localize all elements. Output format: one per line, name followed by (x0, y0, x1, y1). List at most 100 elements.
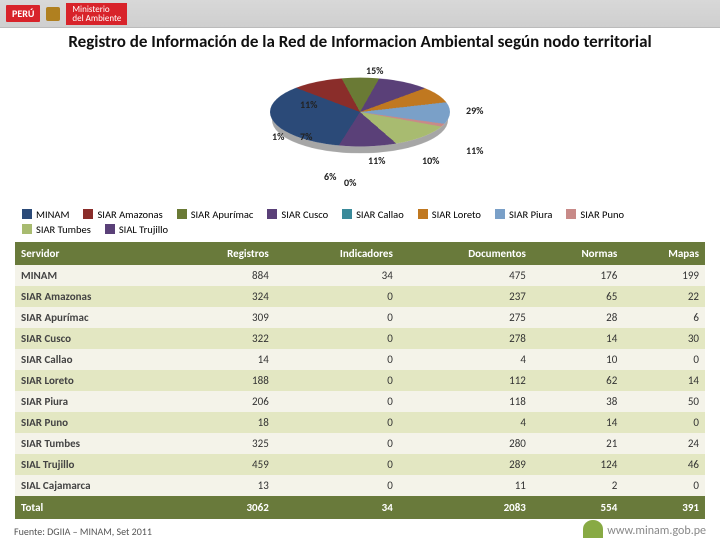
cell: 118 (399, 391, 532, 412)
cell: 0 (623, 475, 705, 496)
pie-chart: 29%11%10%11%0%6%7%1%11%15% (150, 58, 570, 208)
header-bar: PERÚ Ministerio del Ambiente (0, 0, 720, 28)
chart-legend: MINAM SIAR Amazonas SIAR Apurímac SIAR Cusc… (0, 208, 720, 240)
legend-swatch-icon (83, 209, 93, 219)
legend-label: MINAM (36, 208, 69, 221)
column-header: Indicadores (275, 242, 399, 265)
cell: 475 (399, 265, 532, 286)
legend-item: SIAR Callao (342, 208, 404, 221)
slice-label: 0% (344, 176, 356, 189)
cell: 237 (399, 286, 532, 307)
cell: 0 (275, 349, 399, 370)
row-label: SIAR Cusco (15, 328, 172, 349)
table-row: SIAR Loreto18801126214 (15, 370, 705, 391)
total-cell: 554 (532, 496, 623, 519)
cell: 309 (172, 307, 274, 328)
row-label: SIAR Apurímac (15, 307, 172, 328)
table-row: SIAR Puno1804140 (15, 412, 705, 433)
cell: 14 (172, 349, 274, 370)
minam-logo-icon (583, 520, 603, 538)
total-cell: 2083 (399, 496, 532, 519)
cell: 0 (275, 412, 399, 433)
table-row: SIAR Piura20601183850 (15, 391, 705, 412)
table-row: SIAR Cusco32202781430 (15, 328, 705, 349)
cell: 884 (172, 265, 274, 286)
total-cell: 34 (275, 496, 399, 519)
cell: 30 (623, 328, 705, 349)
cell: 322 (172, 328, 274, 349)
footer: Fuente: DGIIA – MINAM, Set 2011 www.mina… (14, 520, 720, 538)
shield-icon (46, 7, 60, 21)
legend-swatch-icon (22, 224, 32, 234)
cell: 18 (172, 412, 274, 433)
column-header: Normas (532, 242, 623, 265)
cell: 46 (623, 454, 705, 475)
cell: 62 (532, 370, 623, 391)
legend-swatch-icon (177, 209, 187, 219)
cell: 14 (532, 412, 623, 433)
legend-item: SIAR Loreto (418, 208, 481, 221)
legend-swatch-icon (495, 209, 505, 219)
table-row: SIAR Tumbes32502802124 (15, 433, 705, 454)
cell: 206 (172, 391, 274, 412)
column-header: Registros (172, 242, 274, 265)
legend-label: SIAR Amazonas (97, 208, 162, 221)
cell: 0 (275, 307, 399, 328)
legend-item: MINAM (22, 208, 69, 221)
cell: 280 (399, 433, 532, 454)
slice-label: 7% (300, 130, 312, 143)
legend-swatch-icon (22, 209, 32, 219)
footer-url: www.minam.gob.pe (607, 524, 706, 538)
cell: 14 (623, 370, 705, 391)
cell: 324 (172, 286, 274, 307)
cell: 0 (275, 286, 399, 307)
legend-item: SIAR Cusco (267, 208, 328, 221)
slice-label: 29% (466, 104, 483, 117)
cell: 38 (532, 391, 623, 412)
table-row: SIAR Apurímac3090275286 (15, 307, 705, 328)
cell: 0 (275, 370, 399, 391)
total-cell: 391 (623, 496, 705, 519)
column-header: Documentos (399, 242, 532, 265)
column-header: Servidor (15, 242, 172, 265)
legend-item: SIAR Tumbes (22, 223, 91, 236)
cell: 459 (172, 454, 274, 475)
legend-label: SIAR Puno (580, 208, 624, 221)
slice-label: 11% (300, 98, 317, 111)
slice-label: 11% (466, 144, 483, 157)
cell: 2 (532, 475, 623, 496)
total-cell: 3062 (172, 496, 274, 519)
cell: 112 (399, 370, 532, 391)
cell: 0 (623, 412, 705, 433)
cell: 199 (623, 265, 705, 286)
cell: 278 (399, 328, 532, 349)
legend-swatch-icon (105, 224, 115, 234)
cell: 50 (623, 391, 705, 412)
legend-label: SIAL Trujillo (119, 223, 168, 236)
cell: 65 (532, 286, 623, 307)
row-label: SIAR Loreto (15, 370, 172, 391)
row-label: SIAL Trujillo (15, 454, 172, 475)
row-label: SIAR Piura (15, 391, 172, 412)
cell: 34 (275, 265, 399, 286)
slice-label: 1% (272, 130, 284, 143)
cell: 0 (275, 475, 399, 496)
slice-label: 10% (422, 154, 439, 167)
legend-swatch-icon (566, 209, 576, 219)
table-row: SIAR Amazonas32402376522 (15, 286, 705, 307)
cell: 0 (275, 391, 399, 412)
row-label: SIAR Callao (15, 349, 172, 370)
cell: 10 (532, 349, 623, 370)
legend-label: SIAR Apurímac (191, 208, 254, 221)
cell: 6 (623, 307, 705, 328)
row-label: SIAR Tumbes (15, 433, 172, 454)
cell: 275 (399, 307, 532, 328)
cell: 22 (623, 286, 705, 307)
table-row: SIAL Cajamarca1301120 (15, 475, 705, 496)
legend-item: SIAR Puno (566, 208, 624, 221)
slice-label: 6% (324, 170, 336, 183)
slice-label: 11% (368, 154, 385, 167)
legend-label: SIAR Cusco (281, 208, 328, 221)
legend-label: SIAR Loreto (432, 208, 481, 221)
cell: 28 (532, 307, 623, 328)
